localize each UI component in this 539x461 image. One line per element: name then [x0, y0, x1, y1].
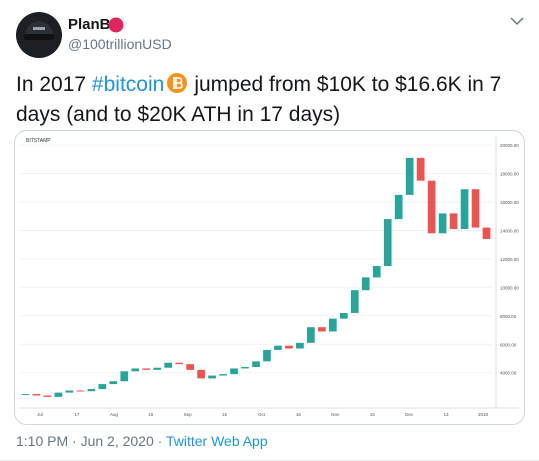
- candle: [482, 227, 491, 239]
- candle: [405, 157, 414, 195]
- badge: [108, 17, 124, 33]
- candle: [153, 367, 162, 370]
- candle: [263, 349, 271, 362]
- y-tick-label: 4000.00: [500, 371, 517, 376]
- menu-chevron[interactable]: [510, 16, 524, 26]
- candle: [142, 368, 151, 370]
- candle: [438, 213, 447, 234]
- candle: [208, 375, 216, 379]
- y-tick-label: 6000.00: [500, 342, 517, 347]
- x-tick-label: 16: [296, 412, 302, 417]
- y-tick-label: 10000.00: [500, 285, 519, 290]
- text: In 2017: [16, 73, 87, 96]
- author-handle[interactable]: @100trillionUSD: [68, 36, 172, 52]
- y-tick-label: 12000.00: [500, 257, 519, 262]
- candle: [449, 213, 458, 230]
- candle: [241, 367, 249, 369]
- candle: [54, 392, 63, 397]
- candle: [296, 342, 304, 349]
- bitcoin-emoji: [167, 73, 188, 93]
- candle: [274, 345, 282, 350]
- candle: [43, 395, 52, 397]
- y-tick-label: 16000.00: [500, 200, 519, 205]
- candle: [383, 219, 392, 267]
- candle: [120, 371, 129, 382]
- source[interactable]: Twitter Web App: [165, 433, 268, 449]
- avatar[interactable]: [16, 12, 62, 58]
- candle: [460, 189, 469, 230]
- candle: [219, 374, 227, 376]
- x-tick-label: Jul: [37, 412, 43, 417]
- tweet-text: In 2017 #bitcoin jumped from $10K to $16.…: [16, 70, 516, 130]
- candle: [394, 194, 403, 220]
- candle: [21, 394, 30, 396]
- symbol: BITSTAMP: [26, 138, 51, 144]
- candle: [471, 189, 480, 228]
- tweet-footer: 1:10 PM · Jun 2, 2020 · Twitter Web App: [16, 433, 268, 449]
- x-tick-label: 17: [74, 412, 80, 417]
- candle: [32, 394, 41, 396]
- candle: [164, 362, 173, 368]
- timestamp[interactable]: 1:10 PM · Jun 2, 2020 ·: [16, 433, 163, 449]
- x-tick-label: Sep: [184, 412, 193, 417]
- text: jumped from $10K to $16.6K in 7 days (an…: [16, 73, 502, 126]
- candle: [252, 361, 260, 368]
- candle: [131, 368, 140, 372]
- x-tick-label: 15: [222, 412, 228, 417]
- x-tick-label: Oct: [258, 412, 266, 417]
- candle: [76, 390, 85, 392]
- x-tick-label: 2018: [478, 412, 489, 417]
- x-tick-label: Dec: [405, 412, 414, 417]
- y-tick-label: 18000.00: [500, 172, 519, 177]
- candle: [318, 327, 326, 332]
- x-tick-label: 15: [148, 412, 154, 417]
- author-name[interactable]: PlanB: [68, 16, 111, 33]
- y-tick-label: 20000.00: [500, 143, 519, 148]
- candle: [350, 290, 359, 313]
- x-tick-label: 13: [444, 412, 450, 417]
- candle: [427, 180, 436, 234]
- candle: [416, 157, 425, 181]
- y-tick-label: 8000.00: [500, 314, 517, 319]
- candle: [361, 277, 370, 291]
- candle: [328, 318, 337, 332]
- candle: [186, 364, 194, 370]
- y-tick-label: 14000.00: [500, 228, 519, 233]
- candle: [87, 389, 96, 392]
- candle: [175, 362, 184, 365]
- x-tick-label: Aug: [110, 412, 119, 417]
- x-tick-label: Nov: [331, 412, 340, 417]
- candle: [230, 368, 238, 375]
- hashtag[interactable]: #bitcoin: [91, 73, 165, 96]
- candle: [65, 390, 74, 393]
- x-tick-label: 15: [370, 412, 376, 417]
- candle: [109, 381, 118, 385]
- candle: [307, 327, 315, 343]
- candle: [197, 369, 205, 379]
- candle: [339, 312, 348, 319]
- candle: [98, 384, 107, 390]
- candle: [372, 266, 381, 278]
- chart-image[interactable]: BITSTAMP 4000.00 6000.00 8000.00 10000.00 12…: [14, 130, 525, 425]
- candle: [285, 345, 293, 349]
